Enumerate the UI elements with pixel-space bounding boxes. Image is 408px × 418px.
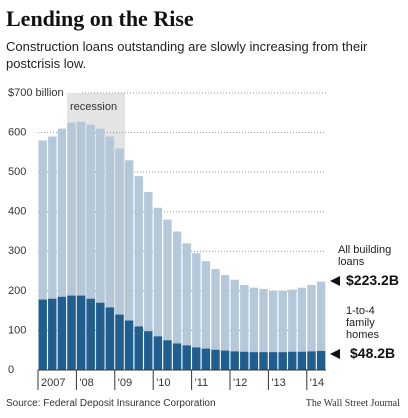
legend-label: All building loans (338, 244, 392, 268)
y-tick-label: 300 (8, 245, 26, 257)
bar (240, 351, 249, 370)
bar (172, 343, 182, 370)
bar (297, 287, 307, 370)
bar (153, 336, 163, 370)
annotation: recession (70, 101, 117, 113)
x-tick-label: '14 (310, 377, 324, 389)
bar (259, 352, 268, 370)
data-label: $48.2B (350, 345, 396, 361)
bar (288, 351, 297, 370)
bar (278, 352, 287, 370)
bar (76, 295, 86, 370)
bar (48, 298, 57, 370)
pointer (330, 276, 340, 286)
x-tick-label: '08 (79, 377, 93, 389)
chart-subtitle: Construction loans outstanding are slowl… (6, 39, 368, 71)
bar (38, 299, 47, 370)
bar (105, 307, 115, 370)
bar (163, 340, 172, 370)
bar (96, 302, 105, 370)
y-tick-label: 0 (8, 364, 14, 376)
bar (316, 281, 326, 370)
bar (192, 347, 201, 370)
bar (115, 148, 124, 370)
bar (230, 279, 239, 370)
x-tick-label: '11 (195, 377, 209, 389)
bar (182, 345, 191, 370)
bar (240, 284, 249, 370)
bar (86, 124, 95, 371)
chart-title: Lending on the Rise (6, 6, 194, 31)
x-tick-label: 2007 (41, 377, 65, 389)
bar (134, 176, 143, 370)
bar (134, 326, 143, 370)
bar (96, 128, 105, 370)
y-tick-label: 400 (8, 206, 26, 218)
bar (249, 287, 259, 370)
bar (192, 253, 201, 370)
bar (144, 191, 153, 370)
bar (57, 128, 67, 370)
x-tick-label: '13 (271, 377, 285, 389)
bar (124, 320, 134, 370)
y-tick-label: 200 (8, 285, 26, 297)
bar (316, 350, 326, 370)
bar (268, 290, 278, 370)
bar (57, 296, 67, 370)
bar (307, 351, 316, 370)
x-tick-label: '09 (118, 377, 132, 389)
bar (220, 350, 230, 370)
y-tick-label: $700 billion (8, 87, 64, 99)
bar (230, 351, 239, 370)
bar (38, 140, 47, 370)
source: Source: Federal Deposit Insurance Corpor… (6, 398, 216, 409)
bar (163, 219, 172, 370)
y-tick-label: 600 (8, 126, 26, 138)
bar (297, 351, 307, 370)
bar (201, 261, 211, 370)
bar (211, 269, 220, 370)
bar (76, 121, 86, 370)
bar (211, 349, 220, 370)
bar (105, 136, 115, 370)
legend-label: 1-to-4 family homes (346, 305, 380, 341)
y-tick-label: 100 (8, 324, 26, 336)
bar (67, 295, 76, 370)
x-tick-label: '12 (233, 377, 247, 389)
bar (259, 288, 268, 370)
bar (124, 160, 134, 370)
bar (48, 136, 57, 370)
bar (288, 289, 297, 370)
bar (268, 352, 278, 370)
bar (249, 352, 259, 370)
data-label: $223.2B (346, 272, 399, 288)
y-tick-label: 500 (8, 166, 26, 178)
bar (153, 207, 163, 370)
bar (220, 275, 230, 370)
pointer (330, 349, 340, 359)
bar (182, 243, 191, 370)
bar (144, 331, 153, 370)
bar (278, 290, 287, 370)
bar (115, 314, 124, 370)
x-tick-label: '10 (156, 377, 170, 389)
bar (201, 348, 211, 370)
bar (86, 298, 95, 370)
bar (307, 284, 316, 370)
bar (67, 122, 76, 370)
bar (172, 231, 182, 370)
credit: The Wall Street Journal (305, 398, 400, 409)
